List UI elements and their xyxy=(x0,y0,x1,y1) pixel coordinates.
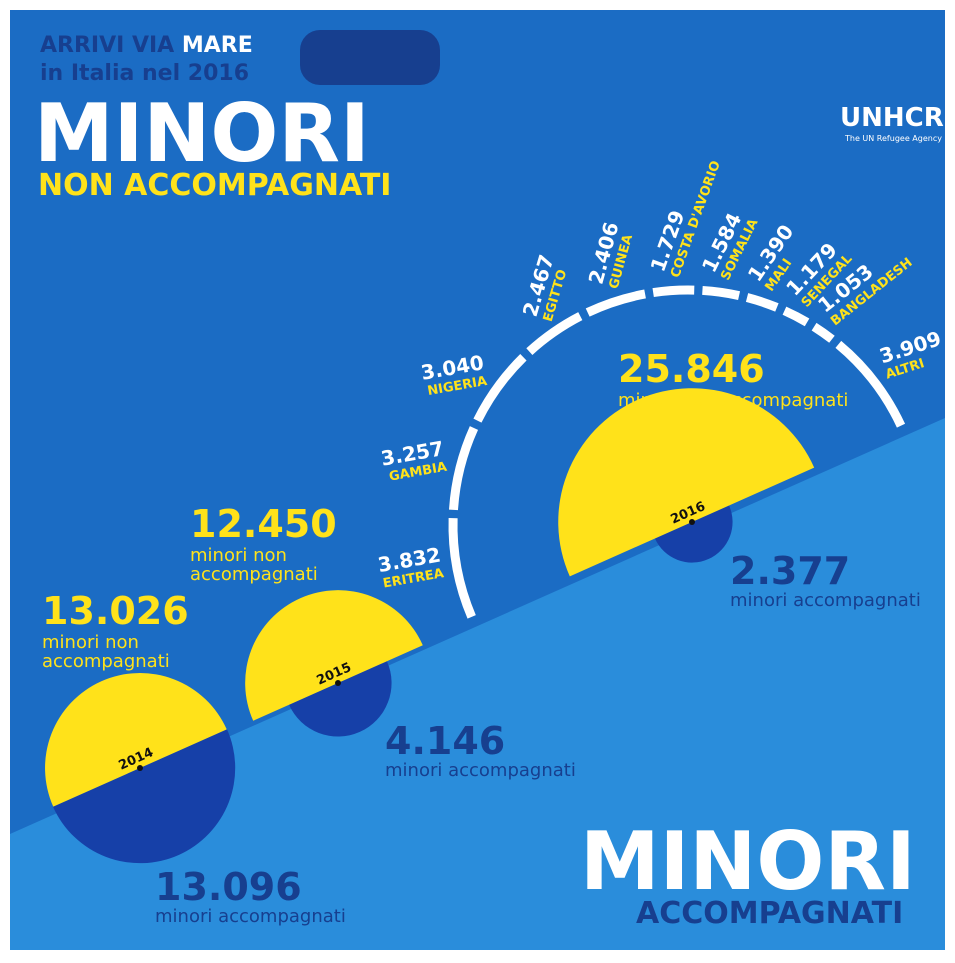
accompanied-value: 4.146 xyxy=(385,722,505,762)
unaccompanied-value: 12.450 xyxy=(190,505,337,545)
infographic: 2014201520163.832ERITREA3.257GAMBIA3.040… xyxy=(0,0,955,963)
logo-tagline: The UN Refugee Agency xyxy=(845,135,942,143)
unaccompanied-text: minori non accompagnati xyxy=(190,547,365,585)
boat-icon xyxy=(300,30,440,85)
country-arc xyxy=(702,290,739,295)
unaccompanied-value: 13.026 xyxy=(42,592,189,632)
header-text: MARE xyxy=(182,33,253,58)
unaccompanied-value: 25.846 xyxy=(618,350,765,390)
footer-title: MINORI xyxy=(580,820,916,904)
accompanied-text: minori accompagnati xyxy=(730,592,921,611)
unaccompanied-text: minori non accompagnati xyxy=(618,392,878,411)
logo-name: UNHCR xyxy=(840,105,944,132)
subtitle: NON ACCOMPAGNATI xyxy=(38,170,391,202)
title: MINORI xyxy=(34,92,370,176)
accompanied-text: minori accompagnati xyxy=(155,908,346,927)
footer-subtitle: ACCOMPAGNATI xyxy=(636,898,903,930)
header-line2: in Italia nel 2016 xyxy=(40,62,249,85)
unaccompanied-text: minori non accompagnati xyxy=(42,634,217,672)
header-text: ARRIVI VIA xyxy=(40,33,174,58)
accompanied-value: 2.377 xyxy=(730,552,850,592)
accompanied-value: 13.096 xyxy=(155,868,302,908)
country-arc xyxy=(653,290,694,293)
header-line1: ARRIVI VIA MARE xyxy=(40,34,253,57)
accompanied-text: minori accompagnati xyxy=(385,762,576,781)
